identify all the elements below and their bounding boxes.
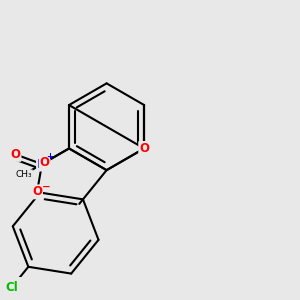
Text: +: + [46,152,53,161]
Text: N: N [37,158,47,171]
Text: CH₃: CH₃ [16,170,32,179]
Text: O: O [32,185,42,198]
Text: Cl: Cl [6,280,18,293]
Text: −: − [42,182,51,192]
Text: O: O [11,148,20,161]
Text: O: O [40,156,50,169]
Text: O: O [139,142,149,155]
